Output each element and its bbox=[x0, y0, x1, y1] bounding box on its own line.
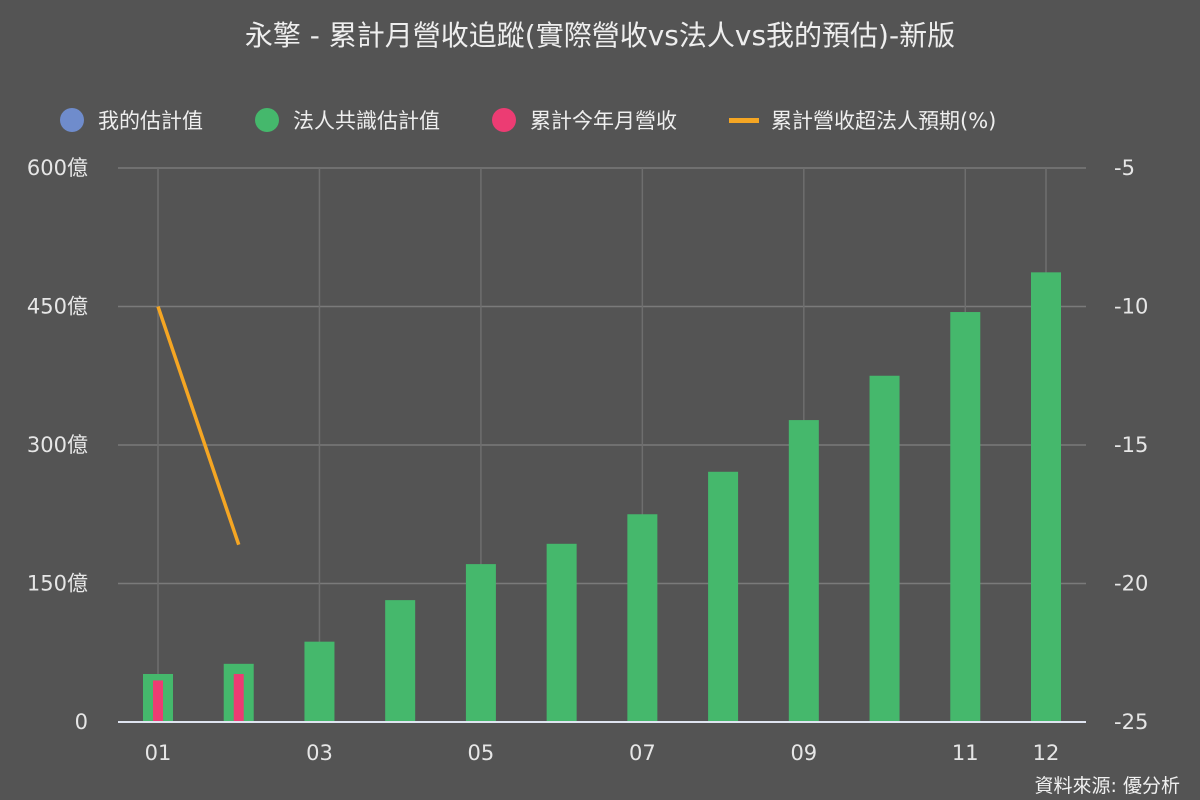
y-right-tick-label: -20 bbox=[1114, 572, 1148, 596]
legend-circle-icon bbox=[492, 108, 516, 132]
bar-series bbox=[143, 272, 1061, 722]
legend-circle-icon bbox=[60, 108, 84, 132]
y-left-tick-label: 0 bbox=[75, 710, 88, 734]
y-left-tick-label: 450億 bbox=[27, 295, 88, 319]
legend-label: 累計今年月營收 bbox=[530, 109, 677, 133]
y-right-tick-label: -10 bbox=[1114, 295, 1148, 319]
x-tick-label: 11 bbox=[952, 741, 979, 765]
bar-cumulative-revenue[interactable] bbox=[153, 680, 163, 722]
legend-line-icon bbox=[729, 117, 759, 123]
y-left-tick-label: 150億 bbox=[27, 572, 88, 596]
bar-consensus[interactable] bbox=[1031, 272, 1061, 722]
x-tick-label: 09 bbox=[790, 741, 817, 765]
x-tick-label: 12 bbox=[1033, 741, 1060, 765]
x-tick-label: 01 bbox=[145, 741, 172, 765]
x-tick-label: 03 bbox=[306, 741, 333, 765]
chart-title: 永擎 - 累計月營收追蹤(實際營收vs法人vs我的預估)-新版 bbox=[244, 19, 956, 52]
line-beat-expectation[interactable] bbox=[156, 305, 241, 546]
bar-consensus[interactable] bbox=[304, 641, 335, 722]
legend: 我的估計值 法人共識估計值 累計今年月營收 累計營收超法人預期(%) bbox=[60, 104, 1048, 136]
bar-consensus[interactable] bbox=[708, 471, 739, 722]
y-left-tick-label: 300億 bbox=[27, 433, 88, 457]
legend-item-beat-expectation[interactable]: 累計營收超法人預期(%) bbox=[729, 105, 996, 135]
y-right-tick-label: -25 bbox=[1114, 710, 1148, 734]
x-tick-label: 07 bbox=[629, 741, 656, 765]
bar-consensus[interactable] bbox=[869, 375, 900, 722]
legend-label: 累計營收超法人預期(%) bbox=[771, 109, 997, 133]
line-series bbox=[156, 305, 241, 546]
legend-item-my-estimate[interactable]: 我的估計值 bbox=[60, 105, 203, 135]
bar-consensus[interactable] bbox=[627, 514, 658, 722]
data-source: 資料來源: 優分析 bbox=[1034, 775, 1180, 797]
legend-item-cumulative-revenue[interactable]: 累計今年月營收 bbox=[492, 105, 677, 135]
bar-consensus[interactable] bbox=[950, 312, 981, 722]
bar-consensus[interactable] bbox=[385, 600, 416, 722]
y-right-tick-label: -15 bbox=[1114, 433, 1148, 457]
bar-consensus[interactable] bbox=[546, 543, 577, 722]
y-left-tick-label: 600億 bbox=[27, 156, 88, 180]
bar-consensus[interactable] bbox=[788, 420, 819, 722]
axes: 0 150億 300億 450億 600億 -25 -20 -15 -10 -5 01 03 05 07 0… bbox=[27, 156, 1148, 765]
y-right-tick-label: -5 bbox=[1114, 156, 1135, 180]
legend-circle-icon bbox=[255, 108, 279, 132]
legend-item-consensus-estimate[interactable]: 法人共識估計值 bbox=[255, 105, 440, 135]
legend-label: 法人共識估計值 bbox=[293, 109, 440, 133]
grid-lines bbox=[118, 167, 1086, 722]
x-tick-label: 05 bbox=[468, 741, 495, 765]
bar-cumulative-revenue[interactable] bbox=[233, 673, 244, 722]
legend-label: 我的估計值 bbox=[98, 109, 203, 133]
bar-consensus[interactable] bbox=[465, 564, 496, 722]
